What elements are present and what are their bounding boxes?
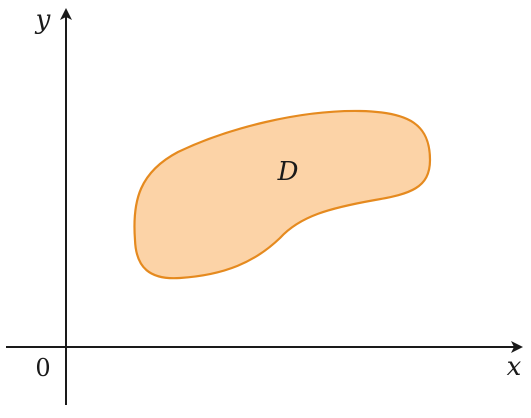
region-label: D [277,157,299,187]
region-d-shape [133,109,432,280]
x-axis-label: x [507,352,522,382]
y-axis-label: y [35,5,51,35]
origin-label: 0 [35,354,50,382]
